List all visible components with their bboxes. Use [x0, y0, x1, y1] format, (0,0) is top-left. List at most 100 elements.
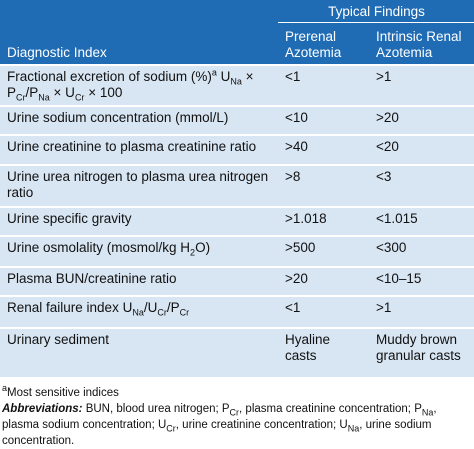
table-cell: Urine specific gravity — [0, 206, 278, 236]
text: >1 — [376, 300, 392, 315]
text: Fractional excretion of sodium (%) — [7, 69, 212, 84]
text: Urinary sediment — [7, 332, 110, 347]
table-cell: <300 — [369, 235, 474, 267]
subscript: Cr — [16, 92, 26, 103]
group-header: Typical Findings — [278, 0, 474, 23]
text: Most sensitive indices — [7, 387, 119, 399]
table-cell: Renal failure index UNa/UCr/PCr — [0, 295, 278, 328]
text: × 100 — [84, 85, 123, 100]
table-cell: <10–15 — [369, 266, 474, 296]
table-row: Urine urea nitrogen to plasma urea nitro… — [0, 164, 474, 207]
table-cell: Hyaline casts — [278, 327, 369, 377]
text: × P — [7, 69, 254, 100]
text: Muddy brown granular casts — [376, 332, 461, 363]
text: , plasma creatinine concentration; P — [239, 403, 422, 415]
subscript: Cr — [229, 407, 240, 418]
footnote: aMost sensitive indices — [2, 383, 472, 401]
table-cell: >500 — [278, 235, 369, 267]
abbreviations-label: Abbreviations: — [2, 403, 83, 415]
text: >20 — [376, 110, 399, 125]
text: O) — [195, 240, 211, 255]
subscript: Cr — [157, 307, 167, 318]
table-cell: <1.015 — [369, 206, 474, 236]
text: /P — [25, 85, 39, 100]
text: Renal failure index U — [7, 300, 133, 315]
text: >40 — [285, 139, 308, 154]
findings-table: Typical Findings Diagnostic Index Prerena… — [0, 0, 474, 377]
text: Urine creatinine to plasma creatinine ra… — [7, 139, 257, 154]
table-body: Fractional excretion of sodium (%)a UNa … — [0, 64, 474, 377]
table-row: Plasma BUN/creatinine ratio >20 <10–15 — [0, 266, 474, 296]
text: >8 — [285, 169, 301, 184]
table-cell: Urine creatinine to plasma creatinine ra… — [0, 134, 278, 165]
table-row: Urine sodium concentration (mmol/L) <10 >2… — [0, 105, 474, 135]
superscript: a — [2, 383, 8, 394]
table-cell: Urine sodium concentration (mmol/L) — [0, 105, 278, 135]
subscript: Na — [347, 423, 360, 434]
table-cell: >20 — [278, 266, 369, 296]
header-row: Typical Findings — [0, 0, 474, 23]
text: >20 — [285, 271, 308, 286]
text: U — [216, 69, 231, 84]
table-cell: Muddy brown granular casts — [369, 327, 474, 377]
table-cell: Urine osmolality (mosmol/kg H2O) — [0, 235, 278, 267]
text: >1 — [376, 69, 392, 84]
footnotes: aMost sensitive indices Abbreviations: B… — [0, 377, 474, 449]
superscript: a — [211, 67, 217, 78]
text: <10–15 — [376, 271, 422, 286]
table-cell: >20 — [369, 105, 474, 135]
text: <3 — [376, 169, 392, 184]
table-cell: <3 — [369, 164, 474, 207]
abbreviations: Abbreviations: BUN, blood urea nitrogen;… — [2, 401, 472, 449]
table-cell: Plasma BUN/creatinine ratio — [0, 266, 278, 296]
subscript: Cr — [166, 423, 176, 434]
subscript: Na — [38, 92, 50, 103]
column-header: Prerenal Azotemia — [278, 22, 369, 65]
text: /P — [166, 300, 180, 315]
column-header: Diagnostic Index — [0, 22, 278, 65]
table-row: Urinary sediment Hyaline casts Muddy brown… — [0, 327, 474, 377]
text: Hyaline casts — [285, 332, 331, 363]
text: <20 — [376, 139, 399, 154]
table-header: Typical Findings Diagnostic Index Prerena… — [0, 0, 474, 65]
table-cell: <1 — [278, 295, 369, 328]
table-cell: <1 — [278, 64, 369, 106]
text: Urine sodium concentration (mmol/L) — [7, 110, 229, 125]
table-cell: >40 — [278, 134, 369, 165]
table-cell: >8 — [278, 164, 369, 207]
table-row: Fractional excretion of sodium (%)a UNa … — [0, 64, 474, 106]
table-cell: Urinary sediment — [0, 327, 278, 377]
text: Intrinsic Renal Azotemia — [376, 29, 462, 60]
subscript: Cr — [179, 307, 190, 318]
subscript: Na — [132, 307, 144, 318]
table-cell: <10 — [278, 105, 369, 135]
text: <1 — [285, 69, 301, 84]
text: <1 — [285, 300, 301, 315]
table-row: Urine osmolality (mosmol/kg H2O) >500 <300 — [0, 235, 474, 267]
header-row: Diagnostic Index Prerenal Azotemia Intrins… — [0, 22, 474, 65]
table-row: Urine specific gravity >1.018 <1.015 — [0, 206, 474, 236]
text: Prerenal Azotemia — [285, 29, 342, 60]
text: Urine urea nitrogen to plasma urea nitro… — [7, 169, 269, 200]
text: × U — [49, 85, 75, 100]
text: BUN, blood urea nitrogen; P — [82, 403, 230, 415]
text: , urine creatinine concentration; U — [175, 419, 348, 431]
text: >1.018 — [285, 211, 327, 226]
subscript: Na — [421, 407, 434, 418]
text: <10 — [285, 110, 308, 125]
table-row: Urine creatinine to plasma creatinine ra… — [0, 134, 474, 165]
text: Urine osmolality (mosmol/kg H — [7, 240, 191, 255]
table-cell: <20 — [369, 134, 474, 165]
column-header: Intrinsic Renal Azotemia — [369, 22, 474, 65]
text: /U — [143, 300, 158, 315]
text: <1.015 — [376, 211, 418, 226]
text: <300 — [376, 240, 407, 255]
text: >500 — [285, 240, 316, 255]
text: Urine specific gravity — [7, 211, 132, 226]
text: Plasma BUN/creatinine ratio — [7, 271, 177, 286]
table-cell: >1 — [369, 295, 474, 328]
table-cell: Fractional excretion of sodium (%)a UNa … — [0, 64, 278, 106]
subscript: Na — [230, 76, 242, 87]
table-cell: >1 — [369, 64, 474, 106]
